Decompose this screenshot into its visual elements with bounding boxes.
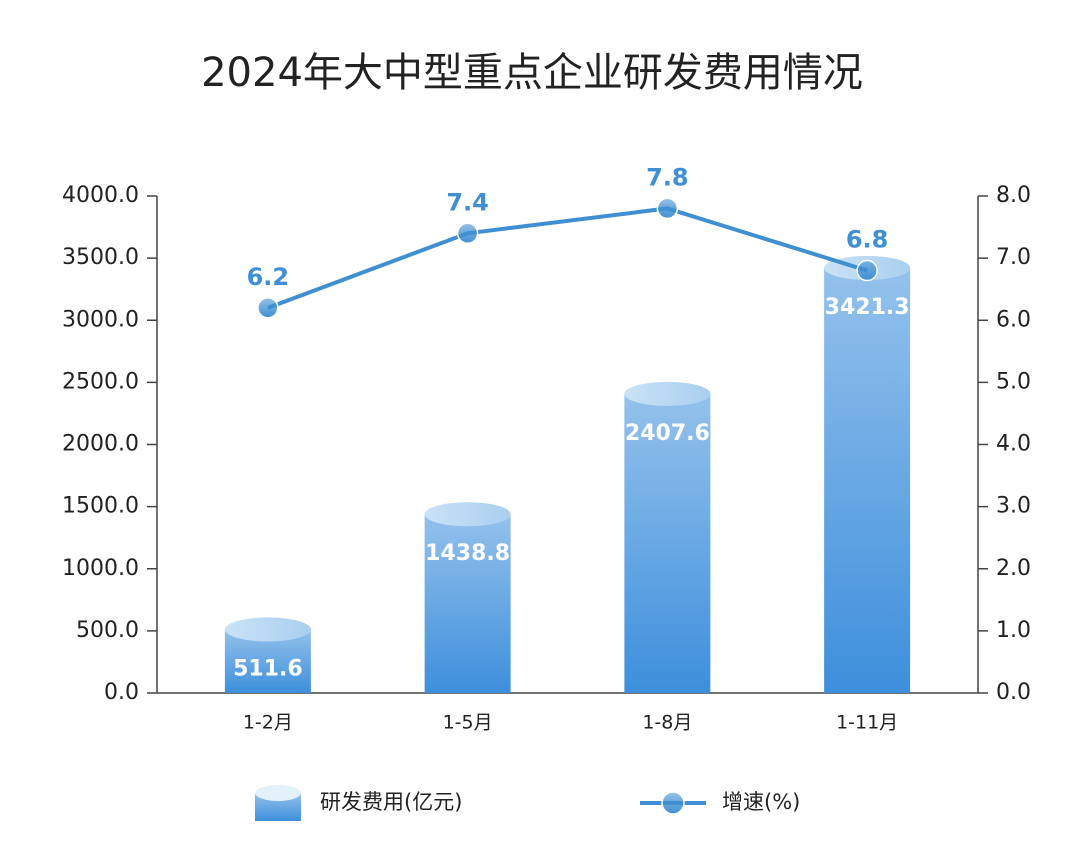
y2-tick-label: 2.0	[996, 556, 1031, 581]
legend-marker	[661, 791, 685, 815]
bar	[824, 267, 911, 693]
bar-top-shade	[424, 502, 511, 527]
bar-value-label: 3421.3	[825, 295, 910, 320]
y2-tick-label: 8.0	[996, 183, 1031, 208]
bar	[624, 393, 711, 693]
bar-value-label: 2407.6	[625, 421, 710, 446]
line-value-label: 6.8	[846, 226, 889, 254]
x-tick-label: 1-5月	[443, 712, 493, 734]
x-tick-label: 1-8月	[642, 712, 692, 734]
y-tick-label: 0.0	[104, 680, 139, 705]
y2-tick-label: 6.0	[996, 307, 1031, 332]
y2-tick-label: 7.0	[996, 245, 1031, 270]
line-value-label: 7.8	[646, 163, 689, 191]
line-marker	[257, 297, 279, 319]
y2-tick-label: 4.0	[996, 432, 1031, 457]
bar-top-shade	[624, 381, 711, 406]
y-tick-label: 500.0	[76, 618, 139, 643]
y2-tick-label: 5.0	[996, 369, 1031, 394]
chart-title: 2024年大中型重点企业研发费用情况	[201, 50, 863, 96]
legend-label: 研发费用(亿元)	[320, 790, 462, 814]
y2-tick-label: 3.0	[996, 494, 1031, 519]
bar-value-label: 511.6	[233, 656, 303, 681]
line-value-label: 6.2	[247, 263, 290, 291]
y-tick-label: 1500.0	[62, 494, 139, 519]
x-tick-label: 1-2月	[243, 712, 293, 734]
y-tick-label: 1000.0	[62, 556, 139, 581]
bar-value-label: 1438.8	[425, 541, 510, 566]
line-marker	[656, 197, 679, 220]
line	[267, 206, 868, 310]
legend-swatch-top	[255, 785, 301, 801]
y-tick-label: 2500.0	[62, 369, 139, 394]
y2-tick-label: 1.0	[996, 618, 1031, 643]
y-tick-label: 2000.0	[62, 432, 139, 457]
line-marker	[456, 222, 479, 245]
x-tick-label: 1-11月	[836, 712, 898, 734]
line-marker	[856, 259, 878, 282]
line-value-label: 7.4	[446, 188, 489, 216]
y-tick-label: 3500.0	[62, 245, 139, 270]
legend-label: 增速(%)	[722, 790, 800, 814]
y-tick-label: 3000.0	[62, 307, 139, 332]
bar-top-shade	[224, 617, 311, 642]
y2-tick-label: 0.0	[996, 680, 1031, 705]
y-tick-label: 4000.0	[62, 183, 139, 208]
bar	[424, 514, 511, 693]
